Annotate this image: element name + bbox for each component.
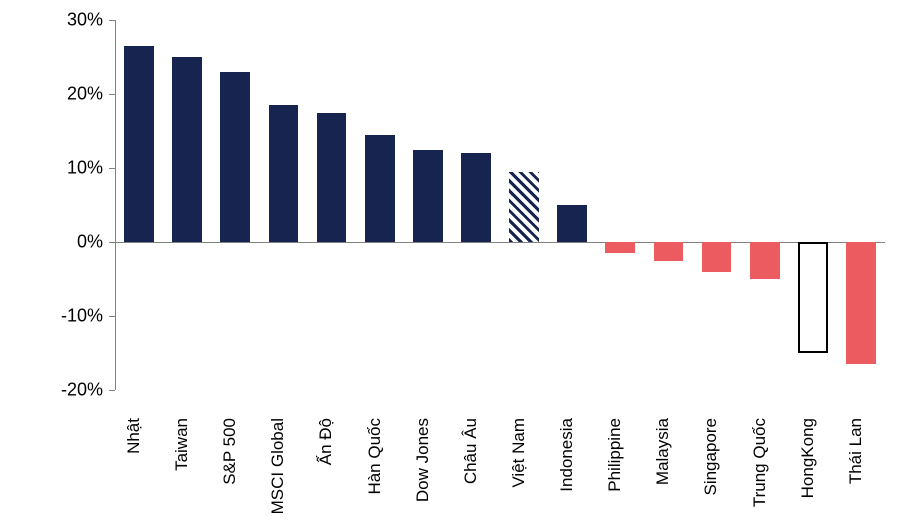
x-tick-label: Nhật xyxy=(124,418,144,528)
x-tick-label: Ấn Độ xyxy=(316,418,336,528)
x-tick-label: Trung Quốc xyxy=(750,418,770,528)
bar xyxy=(413,150,443,243)
y-tick-label: -10% xyxy=(0,306,103,327)
x-tick-label: Châu Âu xyxy=(461,418,481,528)
x-tick-label: Malaysia xyxy=(653,418,673,528)
bar xyxy=(124,46,154,242)
bar xyxy=(654,242,684,261)
x-tick-label: Thái Lan xyxy=(846,418,866,528)
market-performance-bar-chart: -20% -10% 0% 10% 20% 30% Nhật Taiwan S&P 500 MSCI… xyxy=(0,0,900,528)
bar xyxy=(798,242,828,353)
y-tick xyxy=(109,20,115,21)
y-tick xyxy=(109,94,115,95)
bar xyxy=(220,72,250,242)
y-tick xyxy=(109,168,115,169)
bar xyxy=(702,242,732,272)
bar xyxy=(605,242,635,253)
bar xyxy=(846,242,876,364)
bar xyxy=(750,242,780,279)
x-tick-label: Singapore xyxy=(701,418,721,528)
y-tick xyxy=(109,242,115,243)
x-tick-label: Taiwan xyxy=(172,418,192,528)
bar xyxy=(317,113,347,243)
y-tick xyxy=(109,316,115,317)
x-tick-label: Việt Nam xyxy=(509,418,529,528)
bar xyxy=(269,105,299,242)
bar xyxy=(509,172,539,242)
x-tick-label: HongKong xyxy=(798,418,818,528)
y-tick-label: 30% xyxy=(0,10,103,31)
x-tick-label: Dow Jones xyxy=(413,418,433,528)
y-tick-label: -20% xyxy=(0,380,103,401)
x-tick-label: Indonesia xyxy=(557,418,577,528)
x-tick-label: MSCI Global xyxy=(268,418,288,528)
y-tick-label: 20% xyxy=(0,84,103,105)
bar xyxy=(557,205,587,242)
y-tick xyxy=(109,390,115,391)
x-tick-label: S&P 500 xyxy=(220,418,240,528)
bar xyxy=(461,153,491,242)
bar xyxy=(365,135,395,242)
y-tick-label: 10% xyxy=(0,158,103,179)
x-tick-label: Philippine xyxy=(605,418,625,528)
y-axis-line xyxy=(115,20,116,390)
x-tick-label: Hàn Quốc xyxy=(365,418,385,528)
bar xyxy=(172,57,202,242)
y-tick-label: 0% xyxy=(0,232,103,253)
